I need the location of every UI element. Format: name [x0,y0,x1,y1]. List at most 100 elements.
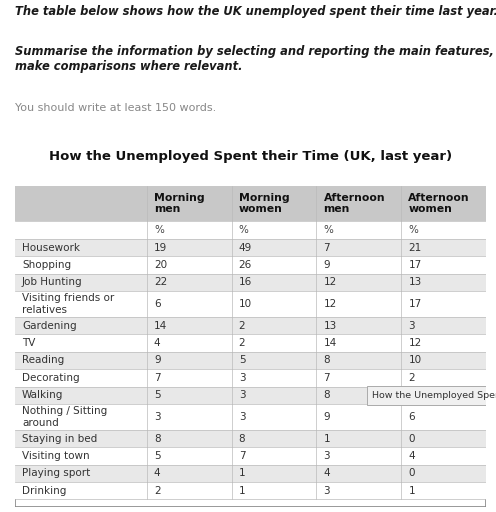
Text: 2: 2 [239,321,246,331]
Text: 4: 4 [323,468,330,478]
Text: %: % [408,225,418,235]
Text: 3: 3 [323,451,330,461]
Text: 1: 1 [408,486,415,496]
Text: 22: 22 [154,278,167,287]
Text: 4: 4 [154,468,161,478]
Text: How the Unemployed Spend their: How the Unemployed Spend their [372,391,496,400]
Text: Summarise the information by selecting and reporting the main features, and
make: Summarise the information by selecting a… [15,45,496,73]
Text: 20: 20 [154,260,167,270]
Text: Morning
men: Morning men [154,193,204,215]
Text: Housework: Housework [22,243,80,252]
Text: 17: 17 [408,260,422,270]
Text: 8: 8 [239,434,246,443]
Bar [15,136,486,177]
Text: Afternoon
women: Afternoon women [408,193,470,215]
Text: 1: 1 [323,434,330,443]
Text: 8: 8 [323,390,330,400]
Text: Visiting friends or
relatives: Visiting friends or relatives [22,293,114,315]
Text: 5: 5 [154,390,161,400]
Text: 12: 12 [323,299,337,309]
Bar [15,387,486,404]
Bar [15,221,486,239]
Text: The table below shows how the UK unemployed spent their time last year.: The table below shows how the UK unemplo… [15,5,496,18]
Text: 26: 26 [239,260,252,270]
Text: 7: 7 [323,373,330,383]
Text: 9: 9 [323,412,330,422]
Text: Playing sport: Playing sport [22,468,90,478]
Bar [15,465,486,482]
Text: Staying in bed: Staying in bed [22,434,97,443]
Text: Decorating: Decorating [22,373,79,383]
Text: 5: 5 [154,451,161,461]
Text: 9: 9 [154,355,161,366]
Text: Reading: Reading [22,355,64,366]
Text: 10: 10 [239,299,252,309]
Bar [15,239,486,256]
Bar [15,430,486,447]
Text: 0: 0 [408,468,415,478]
Text: 21: 21 [408,243,422,252]
Text: 10: 10 [408,355,422,366]
Text: Shopping: Shopping [22,260,71,270]
Text: 49: 49 [239,243,252,252]
Bar [15,369,486,387]
Bar [15,404,486,430]
Text: %: % [323,225,333,235]
Text: 1: 1 [239,468,246,478]
Bar [15,273,486,291]
Text: 3: 3 [239,390,246,400]
Text: Nothing / Sitting
around: Nothing / Sitting around [22,406,107,428]
Text: 12: 12 [323,278,337,287]
Bar [15,186,486,221]
Text: TV: TV [22,338,35,348]
Text: 0: 0 [408,434,415,443]
Text: You should write at least 150 words.: You should write at least 150 words. [15,103,216,113]
Bar [15,317,486,334]
Text: Morning
women: Morning women [239,193,289,215]
Text: 14: 14 [154,321,167,331]
Text: 8: 8 [154,434,161,443]
Text: 14: 14 [323,338,337,348]
Text: 17: 17 [408,299,422,309]
Text: 19: 19 [154,243,167,252]
Text: 7: 7 [239,451,246,461]
Text: 12: 12 [408,338,422,348]
Text: How the Unemployed Spent their Time (UK, last year): How the Unemployed Spent their Time (UK,… [49,150,452,163]
Bar [368,387,487,404]
Text: 8: 8 [323,355,330,366]
Text: %: % [239,225,248,235]
Bar [15,447,486,465]
Text: 5: 5 [239,355,246,366]
Text: 7: 7 [323,243,330,252]
Text: Job Hunting: Job Hunting [22,278,82,287]
Text: 13: 13 [408,278,422,287]
Bar [15,352,486,369]
Bar [15,177,486,186]
Text: 3: 3 [239,373,246,383]
Text: 3: 3 [408,321,415,331]
Text: %: % [154,225,164,235]
Text: 13: 13 [323,321,337,331]
Text: 2: 2 [154,486,161,496]
Bar [15,334,486,352]
Text: Afternoon
men: Afternoon men [323,193,385,215]
Text: 4: 4 [408,451,415,461]
Text: 7: 7 [154,373,161,383]
Bar [15,256,486,273]
Text: 6: 6 [408,412,415,422]
Text: 2: 2 [239,338,246,348]
Bar [15,291,486,317]
Text: 3: 3 [154,412,161,422]
Text: 3: 3 [239,412,246,422]
Text: 16: 16 [239,278,252,287]
Text: Visiting town: Visiting town [22,451,90,461]
Text: 9: 9 [323,260,330,270]
Text: 1: 1 [239,486,246,496]
Text: 6: 6 [154,299,161,309]
Text: Walking: Walking [22,390,63,400]
Bar [15,482,486,500]
Text: Gardening: Gardening [22,321,76,331]
Text: 4: 4 [154,338,161,348]
Text: Drinking: Drinking [22,486,66,496]
Text: 2: 2 [408,373,415,383]
